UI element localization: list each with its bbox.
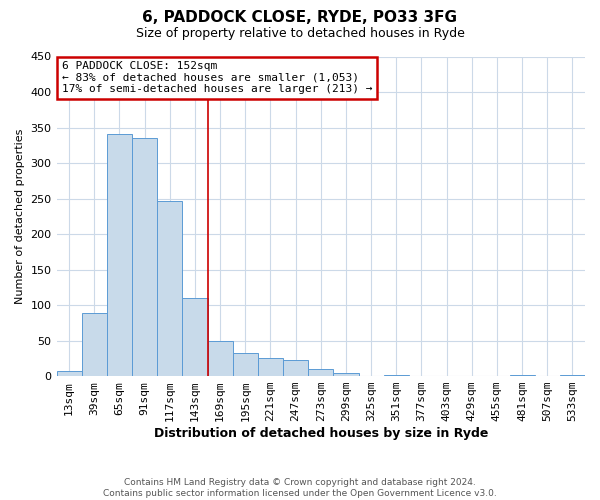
Bar	[56, 371, 82, 376]
Text: 6 PADDOCK CLOSE: 152sqm
← 83% of detached houses are smaller (1,053)
17% of semi: 6 PADDOCK CLOSE: 152sqm ← 83% of detache…	[62, 62, 373, 94]
X-axis label: Distribution of detached houses by size in Ryde: Distribution of detached houses by size …	[154, 427, 488, 440]
Text: Contains HM Land Registry data © Crown copyright and database right 2024.
Contai: Contains HM Land Registry data © Crown c…	[103, 478, 497, 498]
Bar	[258, 358, 283, 376]
Bar	[107, 134, 132, 376]
Bar	[132, 138, 157, 376]
Bar	[233, 352, 258, 376]
Bar	[208, 340, 233, 376]
Bar	[82, 313, 107, 376]
Bar	[157, 202, 182, 376]
Y-axis label: Number of detached properties: Number of detached properties	[15, 128, 25, 304]
Bar	[182, 298, 208, 376]
Bar	[334, 372, 359, 376]
Bar	[283, 360, 308, 376]
Text: Size of property relative to detached houses in Ryde: Size of property relative to detached ho…	[136, 28, 464, 40]
Text: 6, PADDOCK CLOSE, RYDE, PO33 3FG: 6, PADDOCK CLOSE, RYDE, PO33 3FG	[143, 10, 458, 25]
Bar	[308, 369, 334, 376]
